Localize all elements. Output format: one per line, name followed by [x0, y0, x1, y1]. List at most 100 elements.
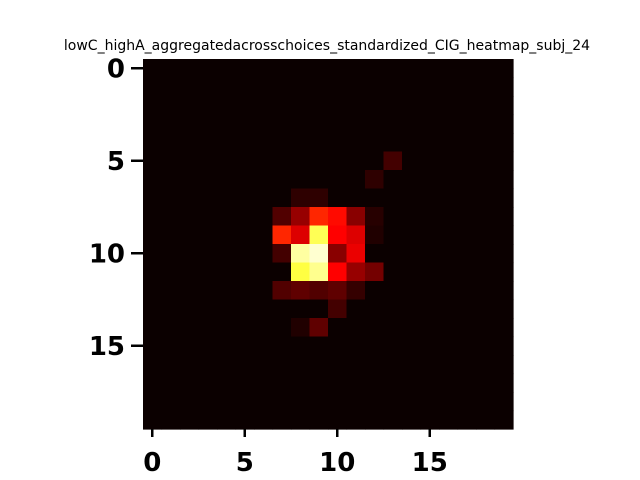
heatmap-cell	[198, 170, 218, 190]
heatmap-cell	[143, 410, 163, 430]
heatmap-cell	[291, 336, 311, 356]
heatmap-cell	[309, 262, 329, 282]
heatmap-cell	[235, 410, 255, 430]
heatmap-cell	[198, 188, 218, 208]
heatmap-cell	[439, 114, 459, 134]
heatmap-cell	[402, 96, 422, 116]
heatmap-cell	[494, 410, 514, 430]
heatmap-cell	[198, 410, 218, 430]
heatmap-cell	[161, 114, 181, 134]
heatmap-cell	[383, 262, 403, 282]
heatmap-cell	[402, 225, 422, 245]
heatmap-cell	[457, 336, 477, 356]
heatmap-cell	[457, 133, 477, 153]
heatmap-cell	[402, 336, 422, 356]
heatmap-cell	[383, 59, 403, 79]
heatmap-cell	[161, 151, 181, 171]
heatmap-cell	[254, 355, 274, 375]
heatmap-cell	[180, 207, 200, 227]
x-axis: 0 5 10 15	[143, 429, 448, 478]
heatmap-cell	[476, 318, 496, 338]
heatmap-cell	[143, 225, 163, 245]
heatmap-cell	[476, 373, 496, 393]
heatmap-cell	[180, 281, 200, 301]
heatmap-cell	[328, 299, 348, 319]
heatmap-cell	[291, 188, 311, 208]
heatmap-cell	[346, 318, 366, 338]
heatmap-cell	[235, 373, 255, 393]
heatmap-cell	[291, 262, 311, 282]
heatmap-cell	[439, 336, 459, 356]
heatmap-cell	[457, 299, 477, 319]
y-tick-label: 15	[89, 332, 125, 362]
heatmap-cell	[309, 281, 329, 301]
heatmap-cell	[291, 373, 311, 393]
heatmap-cell	[143, 244, 163, 264]
heatmap-cell	[494, 318, 514, 338]
heatmap-cell	[346, 59, 366, 79]
heatmap-cell	[309, 133, 329, 153]
heatmap-cell	[217, 77, 237, 97]
heatmap-cell	[291, 170, 311, 190]
heatmap-cell	[180, 299, 200, 319]
heatmap-cell	[198, 225, 218, 245]
heatmap-cell	[217, 188, 237, 208]
heatmap-cell	[365, 355, 385, 375]
heatmap-cell	[235, 96, 255, 116]
heatmap-cell	[161, 207, 181, 227]
heatmap-cell	[198, 299, 218, 319]
heatmap-cell	[198, 392, 218, 412]
heatmap-cell	[346, 336, 366, 356]
heatmap-cell	[420, 225, 440, 245]
heatmap-cell	[143, 151, 163, 171]
y-tick-label: 10	[89, 239, 125, 269]
heatmap-cell	[180, 225, 200, 245]
heatmap-cell	[494, 262, 514, 282]
heatmap-cell	[439, 318, 459, 338]
heatmap-cell	[420, 410, 440, 430]
heatmap-cell	[439, 392, 459, 412]
heatmap-cell	[439, 170, 459, 190]
heatmap-cell	[365, 188, 385, 208]
heatmap-cell	[272, 373, 292, 393]
heatmap-cell	[346, 170, 366, 190]
heatmap-cell	[346, 281, 366, 301]
heatmap-cell	[365, 373, 385, 393]
heatmap-cell	[291, 59, 311, 79]
heatmap-cell	[198, 151, 218, 171]
heatmap-cell	[217, 225, 237, 245]
heatmap-cell	[420, 392, 440, 412]
heatmap-cell	[291, 207, 311, 227]
heatmap-cell	[328, 133, 348, 153]
heatmap-cell	[439, 96, 459, 116]
heatmap-cell	[143, 281, 163, 301]
heatmap-cell	[309, 410, 329, 430]
heatmap-cell	[254, 207, 274, 227]
heatmap-cell	[254, 392, 274, 412]
heatmap-cell	[346, 299, 366, 319]
heatmap-cell	[291, 151, 311, 171]
heatmap-cell	[161, 410, 181, 430]
heatmap-cell	[291, 225, 311, 245]
heatmap-cell	[235, 77, 255, 97]
heatmap-cell	[328, 281, 348, 301]
heatmap-cell	[309, 170, 329, 190]
heatmap-cell	[365, 299, 385, 319]
heatmap-cell	[180, 318, 200, 338]
heatmap-cell	[217, 299, 237, 319]
heatmap-cell	[365, 392, 385, 412]
heatmap-cell	[476, 262, 496, 282]
heatmap-cell	[420, 151, 440, 171]
heatmap-cell	[365, 336, 385, 356]
heatmap-cell	[272, 114, 292, 134]
heatmap-cell	[402, 133, 422, 153]
heatmap-cell	[346, 133, 366, 153]
heatmap-cell	[402, 207, 422, 227]
heatmap-cell	[198, 133, 218, 153]
heatmap-cell	[402, 77, 422, 97]
heatmap-cell	[346, 207, 366, 227]
heatmap-cell	[143, 373, 163, 393]
heatmap-cell	[161, 392, 181, 412]
heatmap-cell	[309, 355, 329, 375]
